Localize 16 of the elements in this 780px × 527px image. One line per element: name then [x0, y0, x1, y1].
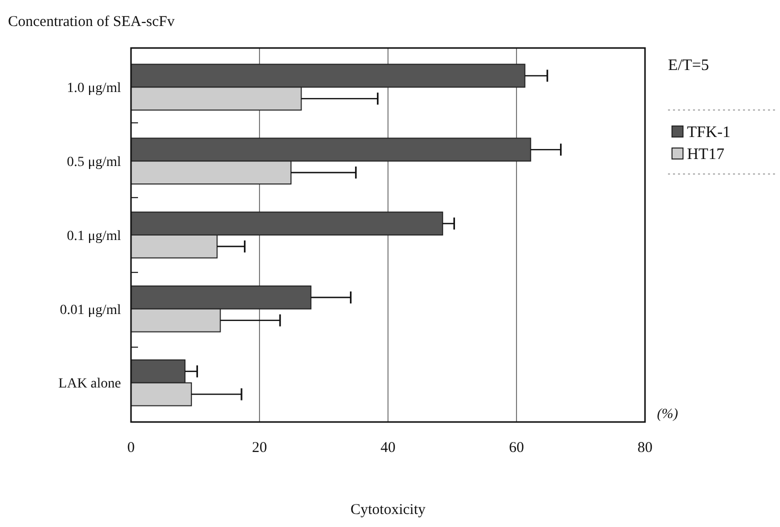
x-axis-title: Cytotoxicity [350, 502, 426, 518]
y-tick-label: 1.0 μg/ml [66, 81, 122, 96]
legend-label: HT17 [687, 146, 724, 163]
x-tick-label: 40 [380, 440, 396, 456]
x-tick-label: 20 [252, 440, 267, 456]
text: (%) [657, 407, 678, 422]
x-tick-label: 80 [638, 440, 652, 456]
y-tick-label: 0.1 μg/ml [66, 228, 122, 244]
y-tick-label: LAK alone [58, 376, 121, 392]
x-tick-label: 0 [127, 440, 135, 456]
legend-title: E/T=5 [668, 57, 710, 74]
y-tick-label: 0.01 μg/ml [60, 302, 122, 318]
x-tick-label: 60 [509, 440, 524, 456]
y-tick-label: 0.5 μg/ml [66, 154, 122, 170]
y-axis-title: Concentration of SEA-scFv [8, 14, 176, 30]
legend-label: TFK-1 [687, 124, 731, 141]
